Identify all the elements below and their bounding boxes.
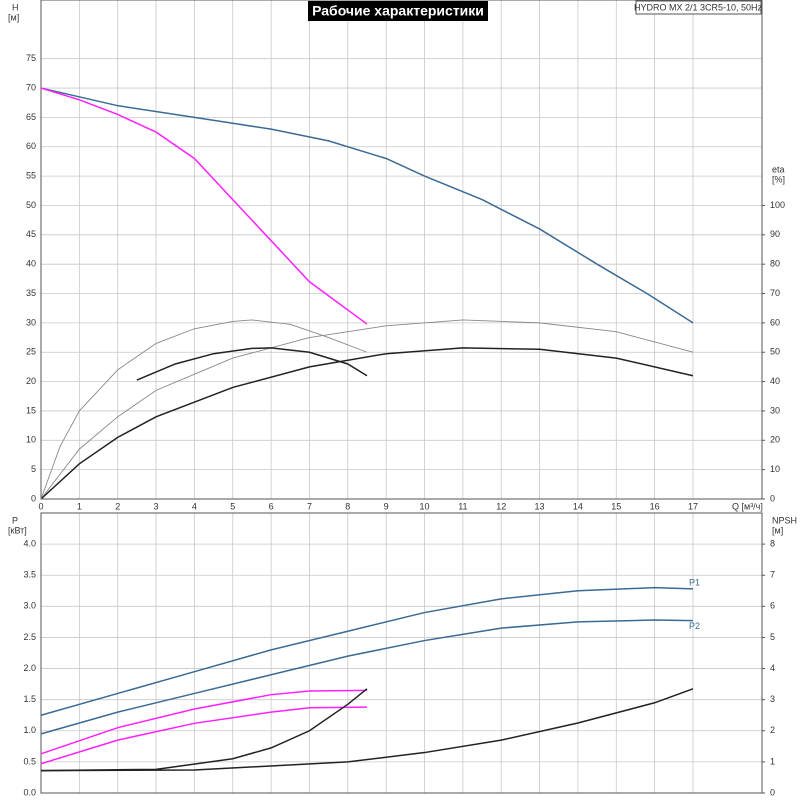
series-line: [40, 319, 694, 500]
series-line: [40, 87, 694, 324]
y2-tick-label: 4: [770, 663, 775, 673]
y-tick-label: 45: [26, 229, 36, 239]
y2-tick-label: 0: [770, 493, 775, 503]
y-tick-label: 5: [31, 464, 36, 474]
y2-tick-label: 90: [770, 229, 780, 239]
y2-tick-label: 3: [770, 694, 775, 704]
y2-tick-label: 1: [770, 756, 775, 766]
chart-title: Рабочие характеристики: [312, 3, 484, 19]
y2-tick-label: 8: [770, 538, 775, 548]
x-tick-label: 9: [384, 501, 389, 511]
y-tick-label: 20: [26, 376, 36, 386]
plot-frame: [40, 0, 763, 500]
x-tick-label: 4: [192, 501, 197, 511]
y-tick-label: 0: [31, 493, 36, 503]
series-line: [40, 706, 367, 765]
y-tick-label: 1.5: [23, 694, 36, 704]
y2-tick-label: 6: [770, 601, 775, 611]
series-line: [136, 347, 368, 381]
y2-tick-label: 5: [770, 632, 775, 642]
y-tick-label: 1.0: [23, 725, 36, 735]
y-axis-label: H: [12, 2, 19, 12]
y2-tick-label: 0: [770, 787, 775, 797]
x-tick-label: 3: [154, 501, 159, 511]
y-tick-label: 35: [26, 288, 36, 298]
series-line: [40, 87, 368, 325]
y-tick-label: 60: [26, 141, 36, 151]
y2-axis-label: eta: [772, 164, 785, 174]
y2-tick-label: 30: [770, 405, 780, 415]
chart-subtitle: HYDRO MX 2/1 3CR5-10, 50Hz: [634, 2, 763, 12]
y-tick-label: 3.5: [23, 570, 36, 580]
x-tick-label: 13: [535, 501, 545, 511]
y-tick-label: 4.0: [23, 538, 36, 548]
series-line: [40, 688, 368, 772]
x-axis-label: Q [м³/ч]: [732, 501, 763, 511]
x-tick-label: 16: [650, 501, 660, 511]
y-tick-label: 25: [26, 347, 36, 357]
y-tick-label: 40: [26, 259, 36, 269]
x-tick-label: 8: [345, 501, 350, 511]
y-tick-label: 2.0: [23, 663, 36, 673]
y2-tick-label: 70: [770, 288, 780, 298]
x-tick-label: 12: [496, 501, 506, 511]
x-tick-label: 14: [573, 501, 583, 511]
series-line: [40, 586, 693, 716]
y-tick-label: 0.5: [23, 756, 36, 766]
series-label: P2: [689, 621, 700, 631]
y2-tick-label: 10: [770, 464, 780, 474]
y-tick-label: 15: [26, 405, 36, 415]
y-tick-label: 50: [26, 200, 36, 210]
x-tick-label: 1: [77, 501, 82, 511]
y-tick-label: 70: [26, 82, 36, 92]
y2-tick-label: 100: [770, 200, 785, 210]
plot-frame: [40, 512, 763, 794]
x-tick-label: 11: [458, 501, 467, 511]
title-box: [308, 1, 488, 21]
series-line: [40, 688, 694, 772]
series-line: [40, 347, 694, 500]
x-tick-label: 7: [307, 501, 312, 511]
y-tick-label: 30: [26, 317, 36, 327]
y2-tick-label: 50: [770, 347, 780, 357]
x-tick-label: 15: [611, 501, 621, 511]
y-tick-label: 2.5: [23, 632, 36, 642]
y2-tick-label: 7: [770, 570, 775, 580]
y2-tick-label: 60: [770, 317, 780, 327]
y2-tick-label: 40: [770, 376, 780, 386]
y-axis-label: P: [12, 515, 18, 525]
y-tick-label: 3.0: [23, 601, 36, 611]
subtitle-box: [635, 0, 762, 15]
x-tick-label: 0: [38, 501, 43, 511]
y-tick-label: 10: [26, 435, 36, 445]
y2-tick-label: 80: [770, 259, 780, 269]
y-tick-label: 0.0: [23, 787, 36, 797]
y-tick-label: 55: [26, 170, 36, 180]
y-tick-label: 75: [26, 53, 36, 63]
x-tick-label: 2: [115, 501, 120, 511]
series-label: P1: [689, 577, 700, 587]
x-tick-label: 6: [269, 501, 274, 511]
y2-axis-unit: [м]: [772, 525, 783, 535]
x-tick-label: 10: [420, 501, 430, 511]
y2-axis-unit: [%]: [772, 174, 785, 184]
series-line: [40, 319, 368, 500]
y-tick-label: 65: [26, 112, 36, 122]
x-tick-label: 5: [230, 501, 235, 511]
series-line: [40, 619, 693, 735]
x-tick-label: 17: [688, 501, 698, 511]
y-axis-unit: [кВт]: [8, 525, 27, 535]
y2-tick-label: 2: [770, 725, 775, 735]
y2-tick-label: 20: [770, 435, 780, 445]
series-line: [40, 689, 367, 755]
y2-axis-label: NPSH: [772, 515, 797, 525]
y-axis-unit: [м]: [8, 12, 19, 22]
